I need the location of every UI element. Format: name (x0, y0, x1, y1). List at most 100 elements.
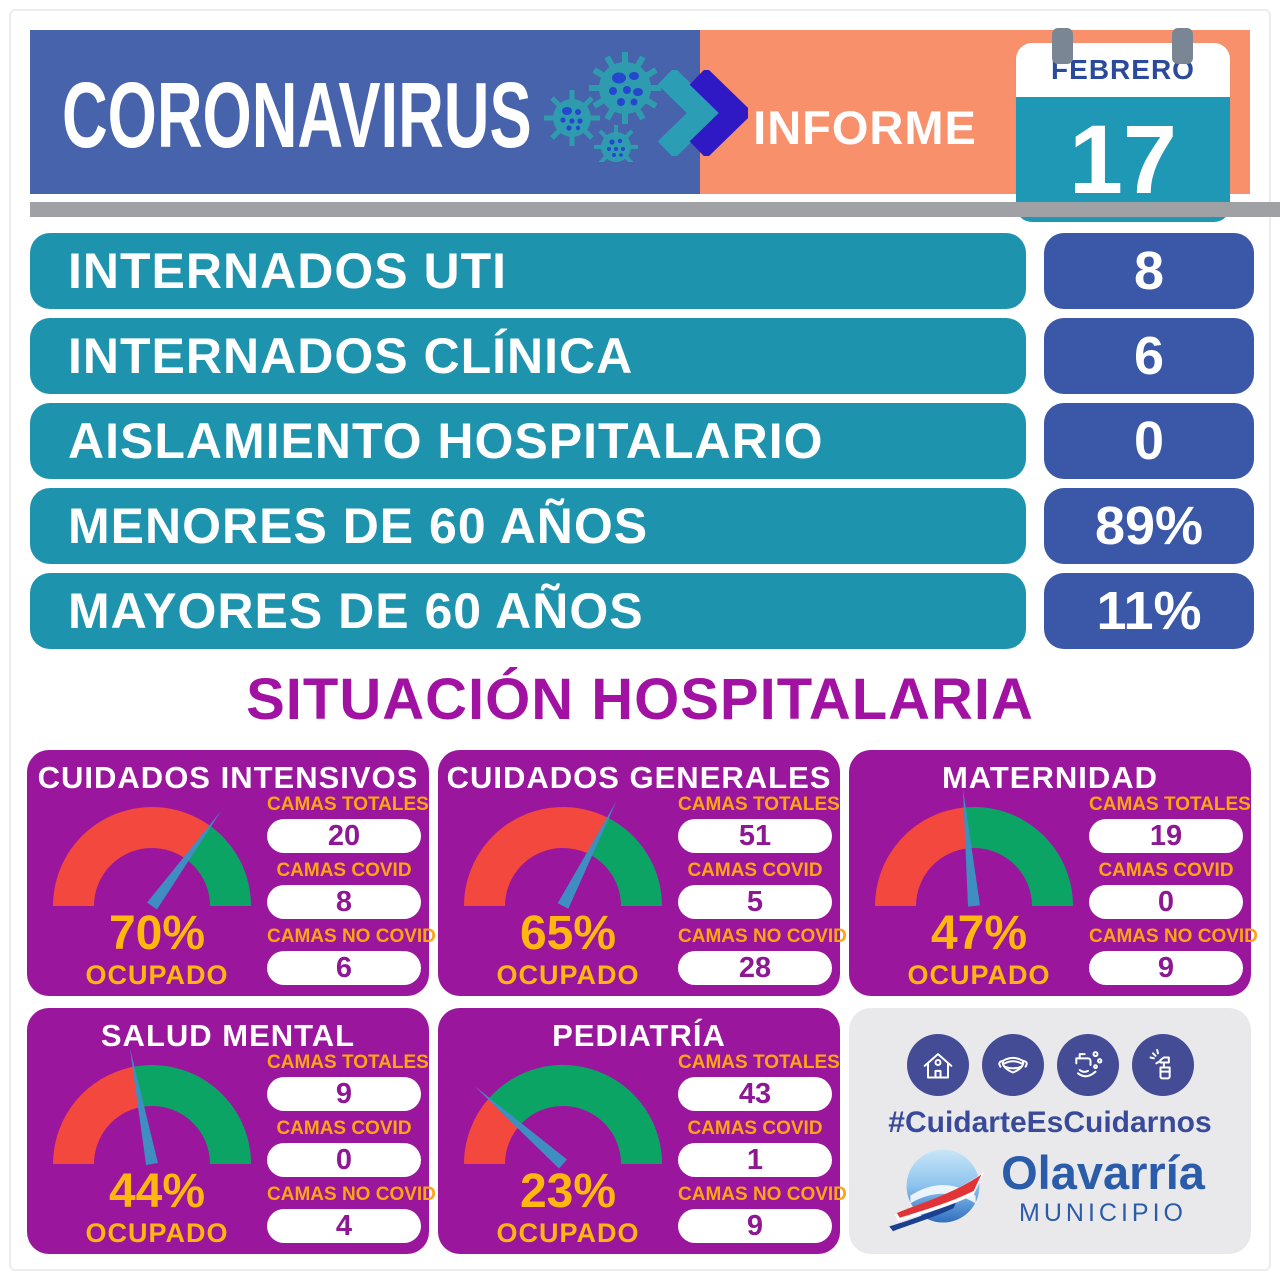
stat-label: INTERNADOS CLÍNICA (68, 328, 634, 384)
stat-row: INTERNADOS UTI 8 (30, 233, 1254, 309)
calendar-hanger-icon (1052, 28, 1073, 64)
stat-row: MAYORES DE 60 AÑOS 11% (30, 573, 1254, 649)
bed-value-pill: 28 (678, 951, 832, 985)
bed-value: 19 (1149, 819, 1183, 852)
stat-label-bar: INTERNADOS UTI (30, 233, 1026, 309)
logo-name: Olavarría (1001, 1146, 1205, 1199)
bed-label: CAMAS TOTALES (678, 1052, 840, 1073)
bed-stat: CAMAS NO COVID 6 (267, 926, 436, 985)
hand-washing-icon (1056, 1034, 1119, 1096)
stat-value-box: 6 (1044, 318, 1254, 394)
ward-title: CUIDADOS INTENSIVOS (37, 760, 419, 795)
occupancy-gauge-chart (875, 788, 1073, 907)
divider-bar (30, 202, 1280, 217)
bed-value-pill: 9 (1089, 951, 1243, 985)
bed-value: 0 (335, 1143, 353, 1176)
bed-label: CAMAS COVID (1098, 860, 1234, 881)
municipality-logo: Olavarría MUNICIPIO (849, 1140, 1251, 1236)
ward-title: MATERNIDAD (941, 760, 1159, 795)
stat-label-bar: MAYORES DE 60 AÑOS (30, 573, 1026, 649)
stat-value-box: 0 (1044, 403, 1254, 479)
ward-title: PEDIATRÍA (552, 1018, 726, 1053)
bed-value: 43 (738, 1077, 772, 1110)
bed-value-pill: 8 (267, 885, 421, 919)
ward-card: CUIDADOS INTENSIVOS 70% OCUPADO CAMAS TO… (27, 750, 436, 996)
bed-stat: CAMAS TOTALES 19 (1089, 794, 1251, 853)
logo-text-block: Olavarría MUNICIPIO (1001, 1148, 1205, 1228)
occupancy-percent: 47% (930, 907, 1028, 960)
calendar-card: FEBRERO 17 (1016, 43, 1230, 222)
olavarria-logo-icon (889, 1149, 985, 1232)
bed-value: 8 (335, 885, 353, 918)
occupancy-caption: OCUPADO (496, 960, 640, 990)
beds-column: CAMAS TOTALES 9 CAMAS COVID 0 CAMAS NO C… (267, 1052, 436, 1250)
bed-label: CAMAS NO COVID (267, 926, 436, 947)
bed-value: 28 (738, 951, 772, 984)
bed-value-pill: 1 (678, 1143, 832, 1177)
bed-value: 9 (746, 1209, 764, 1242)
bed-stat: CAMAS COVID 8 (267, 860, 421, 919)
bed-stat: CAMAS TOTALES 43 (678, 1052, 840, 1111)
stat-value-box: 89% (1044, 488, 1254, 564)
bed-value-pill: 51 (678, 819, 832, 853)
occupancy-caption: OCUPADO (496, 1218, 640, 1248)
stat-value: 6 (1133, 326, 1165, 386)
bed-label: CAMAS NO COVID (678, 1184, 847, 1205)
occupancy-percent: 65% (519, 907, 617, 960)
bed-stat: CAMAS COVID 1 (678, 1118, 832, 1177)
prevention-card: #CuidarteEsCuidarnos Olavarría MUNICIPIO (849, 1008, 1251, 1254)
ward-title: SALUD MENTAL (100, 1018, 356, 1053)
ward-slot: PEDIATRÍA 23% OCUPADO CAMAS TOTALES 43 C… (438, 1008, 847, 1254)
bed-value-pill: 5 (678, 885, 832, 919)
beds-column: CAMAS TOTALES 19 CAMAS COVID 0 CAMAS NO … (1089, 794, 1258, 992)
stat-label: MENORES DE 60 AÑOS (68, 498, 649, 554)
face-mask-icon (981, 1034, 1044, 1096)
bed-value-pill: 43 (678, 1077, 832, 1111)
stat-label-bar: AISLAMIENTO HOSPITALARIO (30, 403, 1026, 479)
bed-stat: CAMAS NO COVID 28 (678, 926, 847, 985)
stat-value-box: 11% (1044, 573, 1254, 649)
occupancy-gauge-chart (53, 1048, 251, 1166)
bed-label: CAMAS TOTALES (678, 794, 840, 815)
bed-value-pill: 9 (678, 1209, 832, 1243)
bed-value-pill: 4 (267, 1209, 421, 1243)
ward-title: CUIDADOS GENERALES (446, 760, 832, 795)
hashtag-text: #CuidarteEsCuidarnos (888, 1106, 1212, 1139)
page-title: CORONAVIRUS (62, 63, 532, 167)
bed-stat: CAMAS COVID 0 (267, 1118, 421, 1177)
stat-label-bar: MENORES DE 60 AÑOS (30, 488, 1026, 564)
bed-stat: CAMAS TOTALES 20 (267, 794, 429, 853)
house-icon (906, 1034, 969, 1096)
bed-label: CAMAS TOTALES (1089, 794, 1251, 815)
occupancy-caption: OCUPADO (85, 960, 229, 990)
bed-stat: CAMAS COVID 0 (1089, 860, 1243, 919)
bed-stat: CAMAS TOTALES 51 (678, 794, 840, 853)
ward-slot: MATERNIDAD 47% OCUPADO CAMAS TOTALES 19 … (849, 750, 1258, 996)
stat-label: AISLAMIENTO HOSPITALARIO (68, 413, 824, 469)
stat-row: MENORES DE 60 AÑOS 89% (30, 488, 1254, 564)
stat-row: AISLAMIENTO HOSPITALARIO 0 (30, 403, 1254, 479)
bed-value: 0 (1157, 885, 1175, 918)
calendar-month: FEBRERO (1051, 54, 1195, 85)
bed-stat: CAMAS TOTALES 9 (267, 1052, 429, 1111)
stat-value: 89% (1094, 496, 1204, 556)
bed-label: CAMAS NO COVID (267, 1184, 436, 1205)
bed-label: CAMAS COVID (687, 1118, 823, 1139)
virus-icons (544, 52, 661, 162)
page-border (9, 9, 1271, 1271)
ward-card: MATERNIDAD 47% OCUPADO CAMAS TOTALES 19 … (849, 750, 1258, 996)
bed-value: 1 (746, 1143, 764, 1176)
bed-value: 6 (335, 951, 353, 984)
calendar-body: 17 (1016, 97, 1230, 222)
section-title: SITUACIÓN HOSPITALARIA (246, 667, 1034, 732)
ward-slot: CUIDADOS INTENSIVOS 70% OCUPADO CAMAS TO… (27, 750, 436, 996)
occupancy-caption: OCUPADO (85, 1218, 229, 1248)
calendar-header: FEBRERO (1016, 43, 1230, 97)
chevron-arrow-icon (657, 70, 748, 156)
bed-value-pill: 20 (267, 819, 421, 853)
occupancy-gauge-chart (464, 800, 662, 909)
prevention-icons-row (849, 1008, 1251, 1096)
ward-slot: SALUD MENTAL 44% OCUPADO CAMAS TOTALES 9… (27, 1008, 436, 1254)
ward-card: SALUD MENTAL 44% OCUPADO CAMAS TOTALES 9… (27, 1008, 436, 1254)
beds-column: CAMAS TOTALES 43 CAMAS COVID 1 CAMAS NO … (678, 1052, 847, 1250)
